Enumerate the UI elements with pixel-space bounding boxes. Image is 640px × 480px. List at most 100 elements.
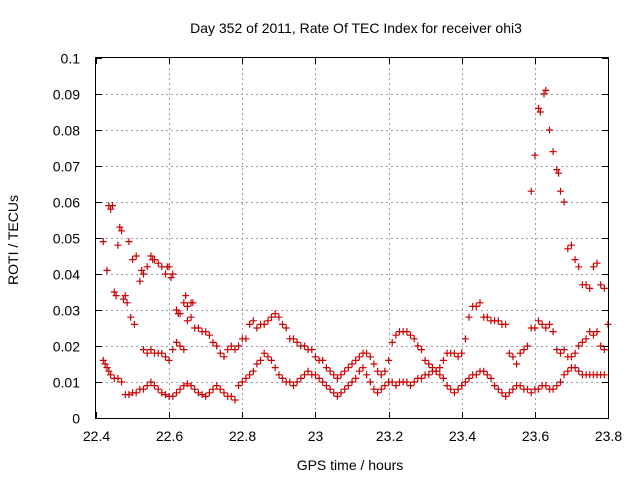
- grid: [96, 58, 608, 418]
- data-point: [425, 360, 433, 368]
- data-point: [173, 338, 180, 346]
- y-tick-label: 0.01: [53, 375, 80, 391]
- data-point: [564, 245, 572, 253]
- data-point: [355, 353, 363, 361]
- data-point: [436, 364, 444, 372]
- data-point: [311, 353, 319, 361]
- data-point: [99, 238, 107, 246]
- data-point: [143, 263, 151, 271]
- data-point: [341, 385, 349, 393]
- data-point: [112, 292, 120, 300]
- data-point: [344, 382, 352, 390]
- data-point: [502, 320, 510, 328]
- data-point: [209, 338, 217, 346]
- data-point: [385, 356, 393, 364]
- data-point: [414, 342, 422, 350]
- data-point: [235, 382, 243, 390]
- data-point: [531, 151, 539, 159]
- data-point: [205, 331, 213, 339]
- data-point: [169, 270, 177, 278]
- data-point: [520, 346, 528, 354]
- y-tick-label: 0.05: [53, 231, 80, 247]
- data-point: [337, 389, 345, 397]
- data-point: [337, 371, 345, 379]
- data-point: [147, 346, 155, 354]
- data-point: [593, 259, 601, 267]
- data-point: [103, 364, 111, 372]
- data-point: [571, 256, 579, 264]
- data-point: [557, 349, 564, 357]
- data-point: [374, 389, 382, 397]
- data-point: [555, 169, 563, 177]
- data-point: [333, 392, 341, 400]
- x-tick-label: 22.6: [156, 428, 183, 444]
- data-point: [465, 374, 473, 382]
- data-point: [162, 270, 169, 278]
- data-point: [180, 382, 188, 390]
- data-point: [454, 353, 462, 361]
- data-point: [480, 367, 488, 375]
- data-point: [546, 126, 553, 134]
- data-point: [216, 385, 224, 393]
- data-point: [194, 389, 202, 397]
- data-point: [450, 349, 458, 357]
- data-point: [132, 389, 140, 397]
- data-point: [183, 302, 191, 310]
- data-point: [169, 346, 177, 354]
- data-point: [180, 346, 188, 354]
- data-point: [187, 382, 195, 390]
- data-point: [461, 335, 469, 343]
- data-point: [465, 313, 473, 321]
- data-point: [290, 382, 297, 390]
- data-point: [154, 259, 162, 267]
- data-point: [322, 364, 330, 372]
- data-point: [527, 389, 535, 397]
- data-point: [275, 313, 283, 321]
- data-point: [540, 90, 548, 98]
- axis-ticks: [96, 58, 609, 419]
- data-point: [187, 313, 195, 321]
- data-point: [151, 382, 158, 390]
- data-point: [162, 391, 169, 399]
- data-point: [403, 328, 411, 336]
- data-point: [600, 284, 608, 292]
- data-point: [123, 299, 131, 307]
- data-point: [502, 392, 510, 400]
- data-point: [549, 148, 557, 156]
- data-point: [557, 187, 564, 195]
- data-point: [589, 331, 597, 339]
- data-point: [388, 378, 396, 386]
- data-point: [127, 313, 135, 321]
- data-point: [315, 374, 323, 382]
- data-point: [429, 364, 436, 372]
- data-point: [557, 378, 564, 386]
- data-point: [381, 382, 389, 390]
- data-point: [513, 360, 521, 368]
- data-point: [366, 353, 374, 361]
- data-point: [600, 346, 608, 354]
- data-point: [304, 367, 312, 375]
- data-point: [162, 353, 169, 361]
- data-point: [567, 353, 575, 361]
- data-point: [524, 385, 531, 393]
- data-point: [344, 364, 352, 372]
- x-tick-labels: 22.4 22.6 22.8 23 23.2 23.4 23.6 23.8: [83, 428, 622, 444]
- data-point: [407, 331, 414, 339]
- data-point: [374, 367, 382, 375]
- data-point: [282, 324, 290, 332]
- data-point: [116, 223, 124, 231]
- data-point: [279, 320, 286, 328]
- data-point: [553, 166, 561, 174]
- data-point: [213, 382, 221, 390]
- data-point: [173, 306, 180, 314]
- data-point: [461, 378, 469, 386]
- data-point: [363, 371, 371, 379]
- data-point: [264, 353, 272, 361]
- data-point: [425, 371, 433, 379]
- data-point: [355, 367, 363, 375]
- data-point: [176, 342, 184, 350]
- data-point: [582, 281, 590, 289]
- data-point: [410, 335, 418, 343]
